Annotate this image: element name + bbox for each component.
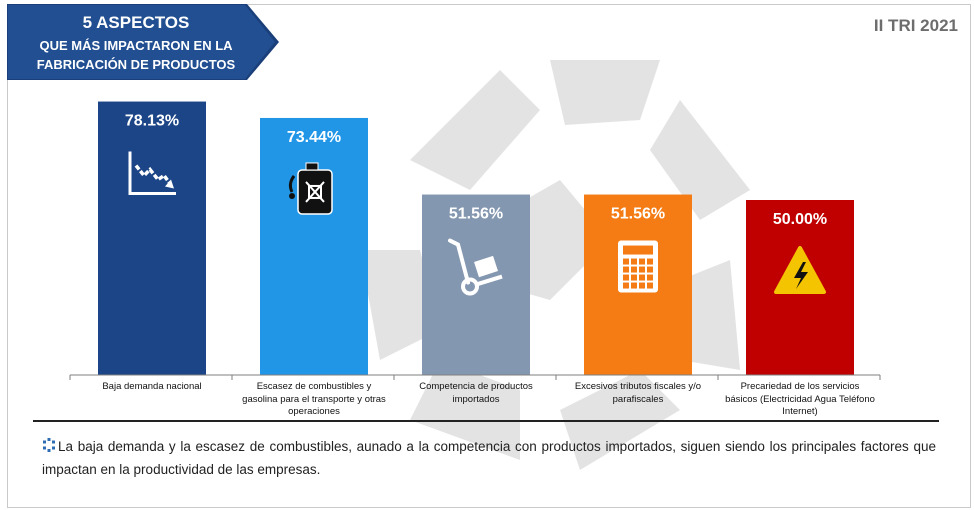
footnote-text: La baja demanda y la escasez de combusti… xyxy=(42,439,936,477)
footnote: La baja demanda y la escasez de combusti… xyxy=(42,435,936,481)
bar-1 xyxy=(98,101,206,376)
recycle-logo-watermark-icon xyxy=(360,60,750,470)
declining-trend-icon xyxy=(128,151,176,196)
recycle-logo-bullet-icon xyxy=(43,438,55,452)
title-banner: 5 ASPECTOS QUE MÁS IMPACTARON EN LA FABR… xyxy=(7,4,279,80)
fuel-can-icon xyxy=(288,162,333,215)
bar-value-label-3: 51.56% xyxy=(449,206,503,223)
category-label-2: Escasez de combustibles y gasolina para … xyxy=(242,381,386,417)
calculator-icon xyxy=(618,240,658,293)
bar-2 xyxy=(260,117,368,376)
bar-value-label-5: 50.00% xyxy=(773,211,827,228)
category-label-4: Excesivos tributos fiscales y/o parafisc… xyxy=(574,381,702,405)
title-line-1: 5 ASPECTOS xyxy=(82,13,190,32)
title-line-3: FABRICACIÓN DE PRODUCTOS xyxy=(36,57,236,72)
period-label: II TRI 2021 xyxy=(873,16,958,35)
hand-truck-icon xyxy=(448,238,503,296)
title-banner-shape xyxy=(7,4,279,80)
high-voltage-warning-icon xyxy=(774,246,826,294)
bar-value-label-1: 78.13% xyxy=(125,113,179,130)
divider-line xyxy=(33,420,939,422)
category-label-1: Baja demanda nacional xyxy=(102,381,202,392)
bar-chart: 78.13% 73.44% 51.56% 51.56% 50.00% xyxy=(69,101,881,380)
bar-value-label-2: 73.44% xyxy=(287,129,341,146)
category-label-5: Precariedad de los servicios básicos (El… xyxy=(725,381,875,417)
bar-value-label-4: 51.56% xyxy=(611,206,665,223)
title-line-2: QUE MÁS IMPACTARON EN LA xyxy=(39,38,233,53)
category-label-3: Competencia de productos importados xyxy=(419,381,533,405)
